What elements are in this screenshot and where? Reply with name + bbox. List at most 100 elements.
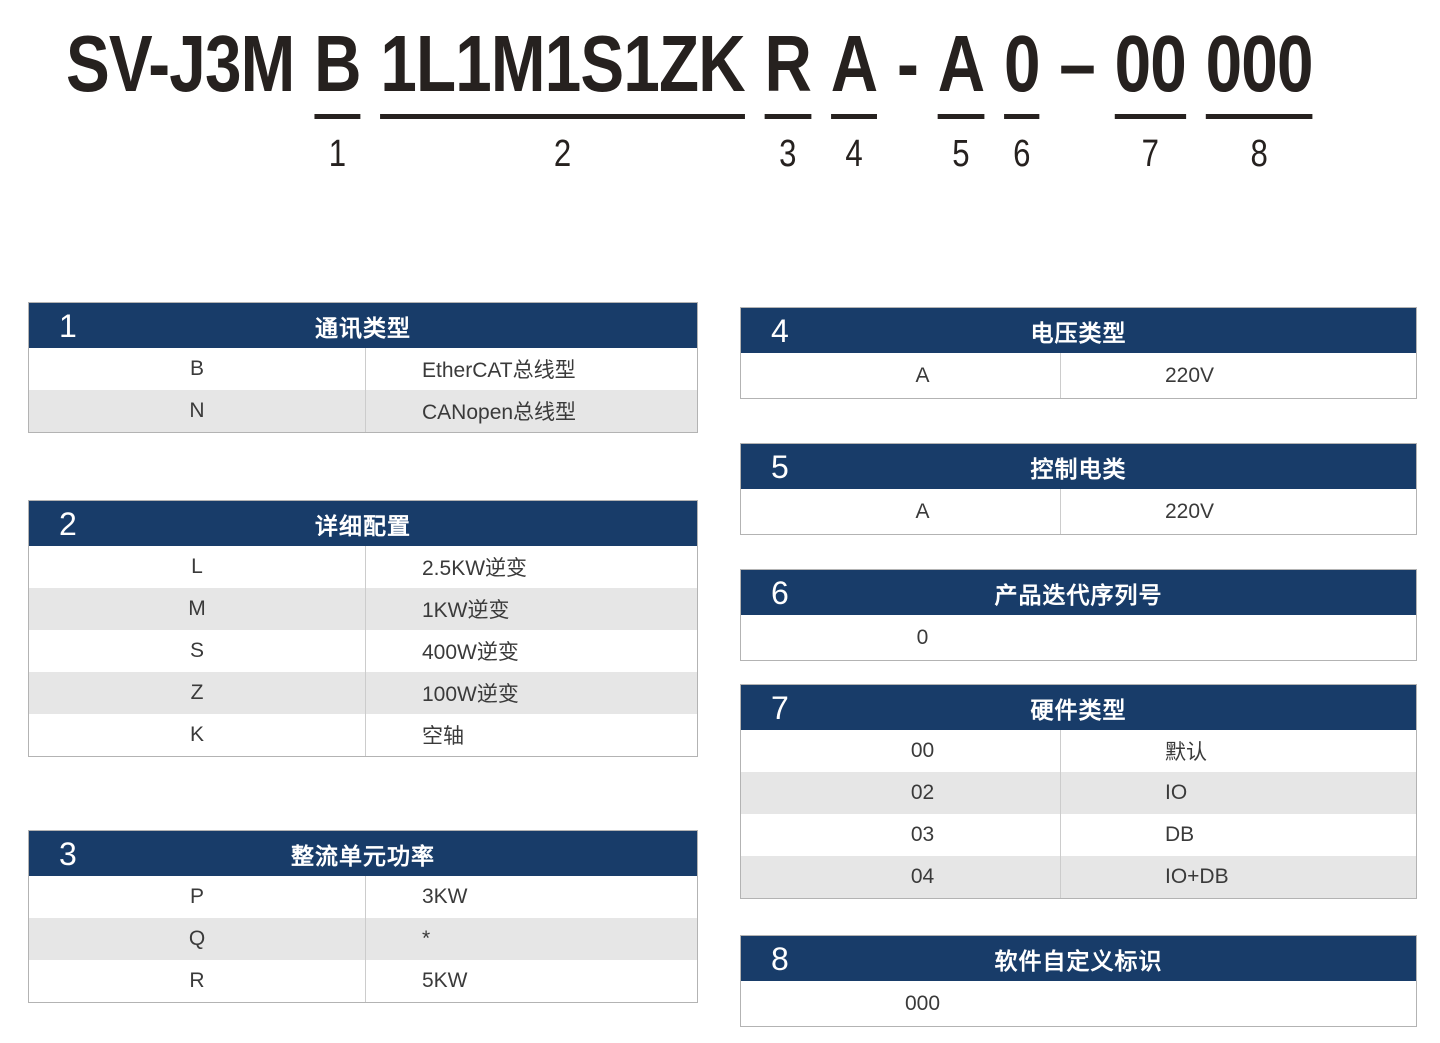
table-header: 5 控制电类 <box>741 444 1416 489</box>
segment-underline <box>314 114 361 119</box>
segment-number: 4 <box>845 133 863 175</box>
code-cell: M <box>188 597 206 620</box>
model-segment-text: A <box>937 19 985 108</box>
table-row: Z 100W逆变 <box>29 672 697 714</box>
desc-cell: 5KW <box>365 960 697 1002</box>
model-segment-text: B <box>314 19 361 108</box>
table-number: 7 <box>771 689 789 726</box>
table-voltage-type: 4 电压类型 A 220V <box>740 307 1417 399</box>
table-title: 整流单元功率 <box>291 842 435 869</box>
code-cell: B <box>189 357 204 380</box>
code-cell: A <box>915 363 930 387</box>
model-segment-text: 00 <box>1114 19 1187 108</box>
code-cell: Z <box>190 681 204 704</box>
model-segment-5: A 5 <box>937 19 985 175</box>
segment-underline <box>830 114 878 119</box>
table-header: 3 整流单元功率 <box>29 831 697 876</box>
table-row: 000 <box>741 981 1416 1026</box>
model-segment-text: 000 <box>1205 19 1314 108</box>
table-row: 03 DB <box>741 814 1416 856</box>
table-number: 6 <box>771 574 789 611</box>
table-number: 2 <box>59 505 77 542</box>
table-number: 3 <box>59 835 77 872</box>
model-segment-text: 0 <box>1003 19 1040 108</box>
table-control-power-type: 5 控制电类 A 220V <box>740 443 1417 535</box>
desc-cell: IO <box>1060 772 1416 814</box>
table-header: 7 硬件类型 <box>741 685 1416 730</box>
code-cell: 02 <box>910 781 935 804</box>
code-cell: 0 <box>916 625 929 649</box>
table-row: R 5KW <box>29 960 697 1002</box>
desc-cell: 100W逆变 <box>365 672 697 714</box>
code-cell: 00 <box>910 739 935 762</box>
segment-underline <box>1205 114 1313 119</box>
model-segment-4: A 4 <box>830 19 878 175</box>
code-cell: 04 <box>910 865 935 888</box>
table-communication-type: 1 通讯类型 B EtherCAT总线型 N CANopen总线型 <box>28 302 698 433</box>
desc-cell: 400W逆变 <box>365 630 697 672</box>
table-row: B EtherCAT总线型 <box>29 348 697 390</box>
desc-cell: EtherCAT总线型 <box>365 348 697 390</box>
segment-number: 1 <box>328 133 347 175</box>
code-cell: 000 <box>904 991 941 1015</box>
model-segment-2: 1L1M1S1ZK 2 <box>380 19 746 175</box>
desc-cell: 220V <box>1060 353 1416 398</box>
desc-cell: 2.5KW逆变 <box>365 546 697 588</box>
code-cell: Q <box>188 927 206 950</box>
table-title: 产品迭代序列号 <box>994 581 1163 608</box>
model-segment-8: 000 8 <box>1205 19 1314 175</box>
table-hardware-type: 7 硬件类型 00 默认 02 IO 03 DB 04 IO+DB <box>740 684 1417 899</box>
table-title: 软件自定义标识 <box>994 947 1163 974</box>
table-header: 4 电压类型 <box>741 308 1416 353</box>
table-row: N CANopen总线型 <box>29 390 697 432</box>
segment-underline <box>1003 114 1040 119</box>
table-product-iteration-serial: 6 产品迭代序列号 0 <box>740 569 1417 661</box>
model-segment-hyphen: - <box>897 24 919 104</box>
desc-cell: 3KW <box>365 876 697 918</box>
model-segment-6: 0 6 <box>1003 19 1040 173</box>
desc-cell: 默认 <box>1060 730 1416 772</box>
table-number: 5 <box>771 448 789 485</box>
table-title: 电压类型 <box>1030 319 1127 346</box>
segment-underline <box>380 114 745 119</box>
table-number: 4 <box>771 312 789 349</box>
table-row: 00 默认 <box>741 730 1416 772</box>
segment-underline <box>937 114 985 119</box>
desc-cell: 空轴 <box>365 714 697 756</box>
table-row: A 220V <box>741 489 1416 534</box>
table-title: 通讯类型 <box>315 314 411 341</box>
desc-cell: CANopen总线型 <box>365 390 697 432</box>
segment-number: 5 <box>952 133 970 175</box>
code-cell: S <box>189 639 204 662</box>
table-row: S 400W逆变 <box>29 630 697 672</box>
model-segment-7: 00 7 <box>1114 19 1187 175</box>
table-title: 控制电类 <box>1030 455 1127 482</box>
table-header: 1 通讯类型 <box>29 303 697 348</box>
table-software-custom-identifier: 8 软件自定义标识 000 <box>740 935 1417 1027</box>
code-cell: A <box>915 499 930 523</box>
code-cell: L <box>191 555 203 578</box>
model-code: SV-J3M B 1 1L1M1S1ZK 2 R 3 A 4 - A 5 0 6… <box>66 19 1314 175</box>
segment-number: 2 <box>553 133 572 175</box>
desc-cell: * <box>365 918 697 960</box>
model-segment-text: 1L1M1S1ZK <box>380 19 745 108</box>
table-row: A 220V <box>741 353 1416 398</box>
model-segment-1: B 1 <box>314 19 361 175</box>
model-segment-prefix: SV-J3M <box>66 24 295 104</box>
code-cell: K <box>189 723 204 746</box>
model-segment-text: – <box>1059 19 1095 108</box>
segment-number: 3 <box>779 133 797 175</box>
table-row: L 2.5KW逆变 <box>29 546 697 588</box>
model-segment-text: A <box>830 19 878 108</box>
segment-number: 8 <box>1250 133 1268 175</box>
code-cell: 03 <box>910 823 935 846</box>
desc-cell: 220V <box>1060 489 1416 534</box>
table-row: 02 IO <box>741 772 1416 814</box>
table-row: P 3KW <box>29 876 697 918</box>
desc-cell: 1KW逆变 <box>365 588 697 630</box>
desc-cell: DB <box>1060 814 1416 856</box>
segment-underline <box>764 114 812 119</box>
segment-number: 7 <box>1141 133 1159 175</box>
code-cell: R <box>189 969 205 992</box>
model-segment-dash: – <box>1059 19 1095 108</box>
